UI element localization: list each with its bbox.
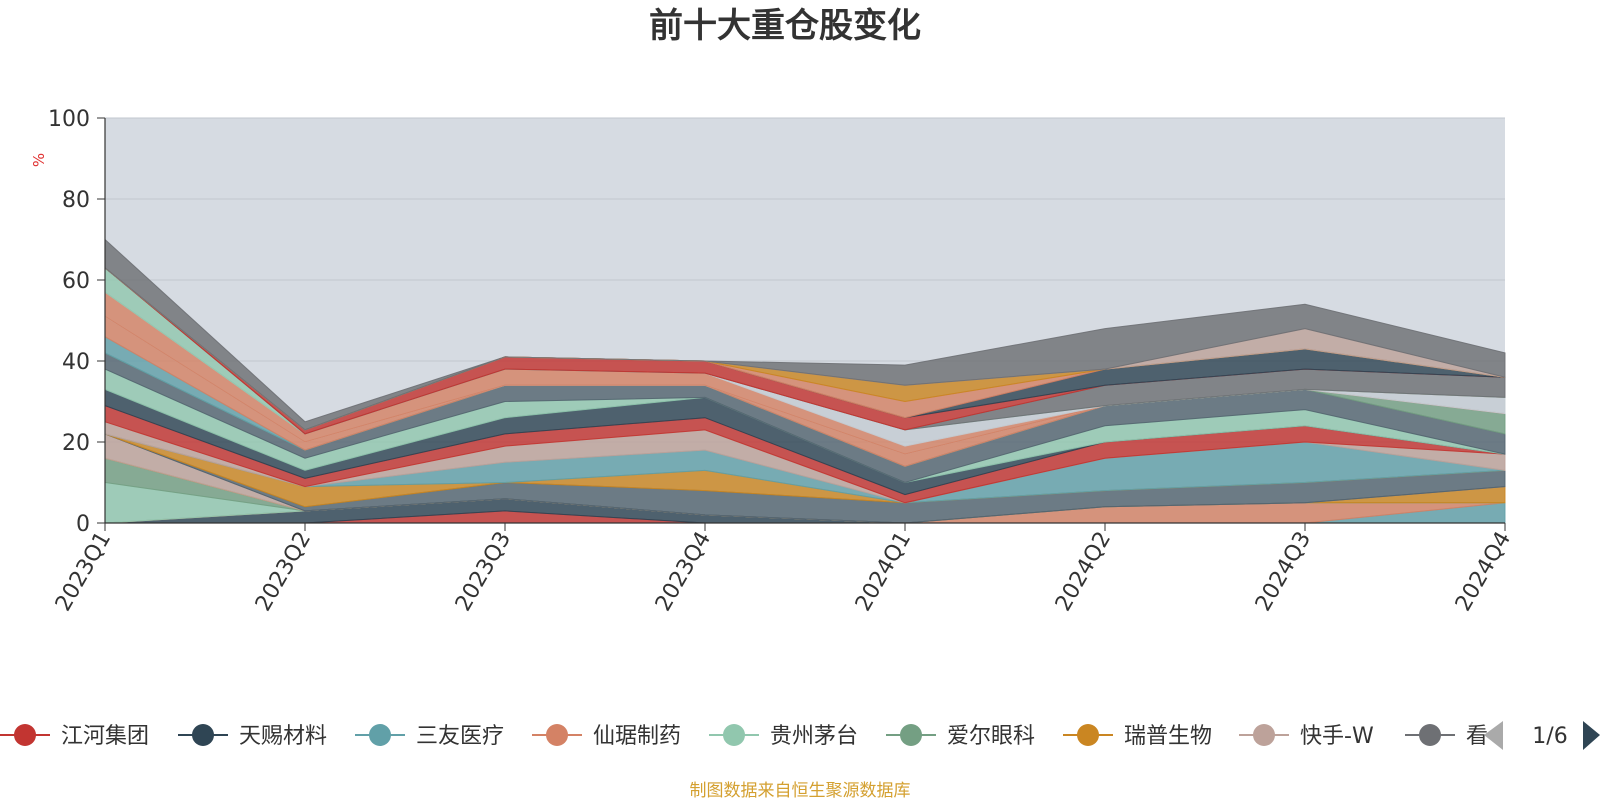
x-tick-label: 2023Q3 (451, 528, 516, 616)
y-tick-label: 0 (76, 512, 90, 537)
legend-circle-icon (900, 724, 922, 746)
legend-label: 江河集团 (61, 724, 149, 749)
legend-label: 快手-W (1300, 724, 1374, 749)
legend-circle-icon (192, 724, 214, 746)
legend-circle-icon (369, 724, 391, 746)
x-tick-label: 2023Q1 (51, 528, 116, 616)
legend-label: 瑞普生物 (1124, 724, 1212, 749)
axes (104, 118, 1505, 524)
x-tick-label: 2024Q1 (851, 528, 916, 616)
y-tick-label: 60 (62, 269, 90, 294)
legend-item-8[interactable]: 快手-W (1239, 724, 1374, 749)
legend-label: 贵州茅台 (770, 724, 858, 749)
legend-circle-icon (1419, 724, 1441, 746)
legend-label: 看 (1466, 724, 1488, 749)
x-tick-label: 2023Q2 (251, 528, 316, 616)
legend-circle-icon (1253, 724, 1275, 746)
x-tick-label: 2023Q4 (651, 528, 716, 616)
y-tick-label: 40 (62, 350, 90, 375)
legend-label: 三友医疗 (416, 724, 504, 749)
legend-pager: 1/6 (1484, 721, 1600, 750)
area-series-group (104, 238, 1506, 524)
y-axis-ticks: 0 20 40 60 80 100 (48, 107, 105, 537)
legend-item-6[interactable]: 爱尔眼科 (886, 724, 1035, 749)
legend-item-4[interactable]: 仙琚制药 (532, 724, 681, 749)
x-tick-label: 2024Q2 (1051, 528, 1116, 616)
legend: 江河集团 天赐材料 三友医疗 仙琚制药 贵州茅台 爱尔眼科 瑞普生物 快手-W 看 (0, 724, 1488, 749)
triangle-left-icon[interactable] (1484, 721, 1503, 750)
y-tick-label: 80 (62, 188, 90, 213)
legend-item-1[interactable]: 江河集团 (0, 724, 149, 749)
chart-title: 前十大重仓股变化 (649, 6, 921, 46)
x-tick-label: 2024Q4 (1451, 528, 1516, 616)
legend-item-3[interactable]: 三友医疗 (355, 724, 504, 749)
legend-item-9[interactable]: 看 (1405, 724, 1488, 749)
legend-label: 爱尔眼科 (947, 724, 1035, 749)
legend-label: 仙琚制药 (593, 724, 681, 749)
legend-circle-icon (723, 724, 745, 746)
legend-item-7[interactable]: 瑞普生物 (1063, 724, 1212, 749)
y-tick-label: 20 (62, 431, 90, 456)
x-axis-ticks: 2023Q1 2023Q2 2023Q3 2023Q4 2024Q1 2024Q2 2024… (51, 523, 1516, 616)
legend-circle-icon (546, 724, 568, 746)
y-tick-label: 100 (48, 107, 90, 132)
legend-circle-icon (14, 724, 36, 746)
legend-page-indicator: 1/6 (1532, 724, 1567, 749)
x-tick-label: 2024Q3 (1251, 528, 1316, 616)
triangle-right-icon[interactable] (1583, 721, 1600, 750)
legend-circle-icon (1077, 724, 1099, 746)
area-series-31-unlabeled (104, 238, 1506, 431)
legend-item-2[interactable]: 天赐材料 (178, 724, 327, 749)
legend-item-5[interactable]: 贵州茅台 (709, 724, 858, 749)
y-axis-unit-label: % (30, 153, 48, 167)
data-source-note: 制图数据来自恒生聚源数据库 (690, 781, 911, 800)
legend-label: 天赐材料 (239, 724, 327, 749)
